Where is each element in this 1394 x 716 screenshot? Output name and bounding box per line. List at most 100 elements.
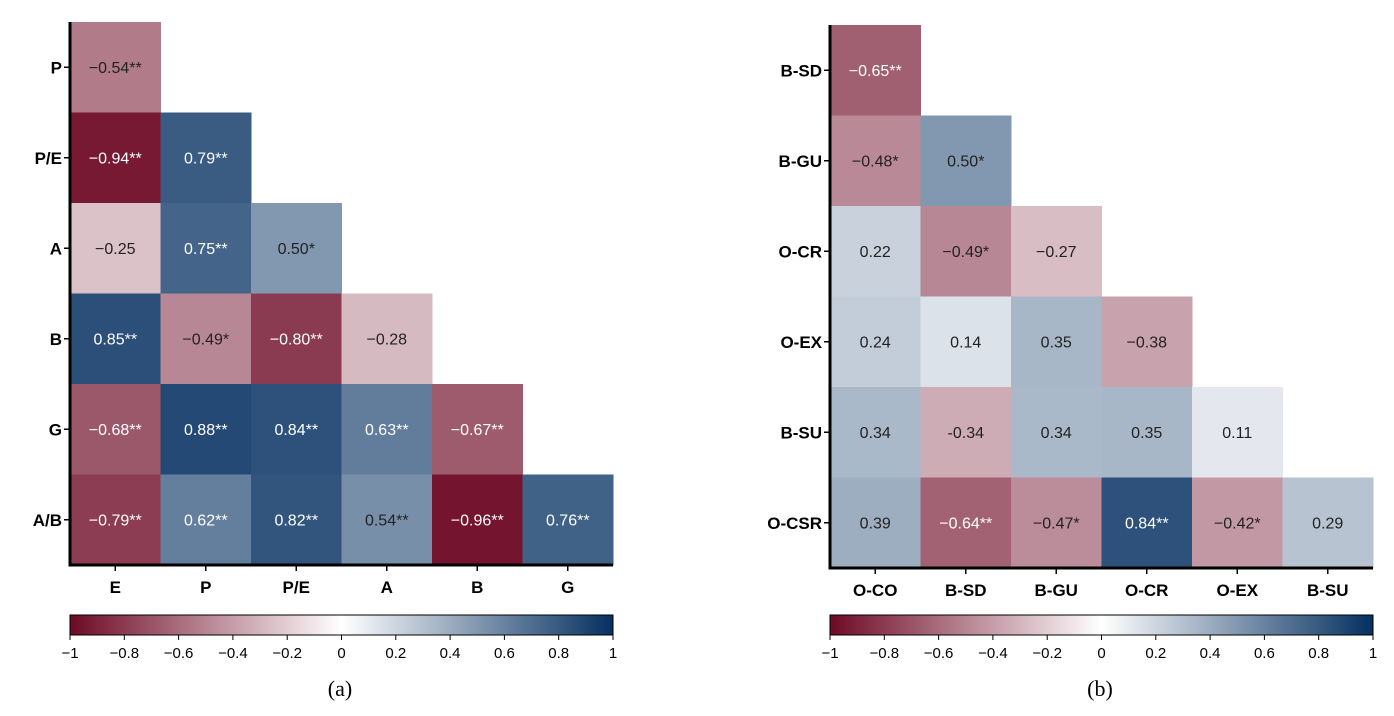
cell-value-label: −0.47* bbox=[1033, 515, 1080, 532]
x-tick-label: O-CR bbox=[1125, 581, 1168, 600]
cell-value-label: −0.64** bbox=[939, 515, 992, 532]
heatmap-cell bbox=[830, 25, 921, 116]
heatmap-cell bbox=[522, 474, 614, 566]
heatmap-cell bbox=[70, 112, 161, 204]
heatmap-cell bbox=[1192, 387, 1283, 478]
cell-value-label: −0.67** bbox=[451, 422, 504, 439]
cell-value-label: −0.42* bbox=[1214, 515, 1261, 532]
y-tick-label: G bbox=[49, 420, 62, 439]
cell-value-label: 0.11 bbox=[1222, 425, 1252, 442]
cell-value-label: −0.25 bbox=[95, 241, 136, 258]
cell-value-label: −0.94** bbox=[89, 150, 142, 167]
heatmap-cell bbox=[160, 203, 252, 294]
heatmap-cell bbox=[341, 474, 433, 566]
cell-value-label: 0.22 bbox=[860, 244, 891, 261]
panel-caption: (b) bbox=[1087, 676, 1113, 701]
heatmap-cell bbox=[1011, 206, 1102, 297]
x-tick-label: B-GU bbox=[1035, 581, 1078, 600]
heatmap-cell bbox=[160, 112, 252, 204]
colorbar-tick-label: −0.8 bbox=[109, 645, 139, 662]
cell-value-label: −0.65** bbox=[849, 63, 902, 80]
colorbar-tick-label: −0.8 bbox=[869, 645, 899, 662]
cell-value-label: 0.85** bbox=[93, 331, 137, 348]
cell-value-label: 0.82** bbox=[274, 512, 318, 529]
cell-value-label: 0.75** bbox=[184, 241, 228, 258]
x-tick-label: P bbox=[200, 578, 211, 597]
colorbar-tick-label: 0.6 bbox=[494, 645, 515, 662]
colorbar-tick-label: 0.4 bbox=[440, 645, 461, 662]
colorbar-tick-label: 0 bbox=[1097, 645, 1105, 662]
y-tick-label: B bbox=[50, 330, 62, 349]
colorbar-tick-label: −1 bbox=[61, 645, 78, 662]
heatmap-cell bbox=[920, 206, 1012, 297]
heatmap-cell bbox=[251, 293, 342, 385]
cell-value-label: 0.35 bbox=[1131, 425, 1162, 442]
heatmap-cell bbox=[432, 474, 523, 566]
heatmap-cell bbox=[920, 296, 1012, 388]
cell-value-label: −0.96** bbox=[451, 512, 504, 529]
colorbar-tick-label: −0.2 bbox=[1032, 645, 1062, 662]
heatmap-cell bbox=[920, 387, 1012, 478]
y-tick-label: A/B bbox=[33, 511, 62, 530]
heatmap-cell bbox=[1192, 477, 1283, 569]
heatmap-panel-b: −0.65** −0.48* 0.50* 0.22 −0.49* −0.27 0.24 0.1… bbox=[767, 25, 1377, 701]
cell-value-label: −0.80** bbox=[270, 331, 323, 348]
cell-value-label: −0.28 bbox=[367, 331, 408, 348]
x-tick-label: B-SD bbox=[945, 581, 987, 600]
cell-value-label: −0.68** bbox=[89, 422, 142, 439]
cell-value-label: 0.34 bbox=[1041, 425, 1072, 442]
y-tick-label: B-SU bbox=[780, 423, 822, 442]
heatmap-cell bbox=[1101, 477, 1193, 569]
cell-value-label: 0.84** bbox=[274, 422, 318, 439]
cell-value-label: 0.39 bbox=[860, 515, 891, 532]
cell-value-label: 0.24 bbox=[860, 334, 891, 351]
colorbar-tick-label: 0.6 bbox=[1254, 645, 1275, 662]
cell-value-label: 0.50* bbox=[947, 153, 984, 170]
cell-value-label: 0.54** bbox=[365, 512, 409, 529]
cell-value-label: 0.50* bbox=[278, 241, 315, 258]
colorbar-tick-label: 0 bbox=[337, 645, 345, 662]
heatmap-cell bbox=[251, 384, 342, 475]
cell-value-label: 0.29 bbox=[1312, 515, 1343, 532]
colorbar-tick-label: 1 bbox=[609, 645, 617, 662]
cell-value-label: 0.34 bbox=[860, 425, 891, 442]
heatmap-cell bbox=[830, 477, 921, 569]
colorbar-tick-label: −0.4 bbox=[978, 645, 1008, 662]
heatmap-cell bbox=[70, 474, 161, 566]
y-tick-label: P/E bbox=[35, 149, 62, 168]
heatmap-cell bbox=[70, 384, 161, 475]
y-tick-label: A bbox=[50, 239, 62, 258]
colorbar-tick-label: 0.4 bbox=[1200, 645, 1221, 662]
cell-value-label: −0.54** bbox=[89, 60, 142, 77]
heatmap-cell bbox=[70, 293, 161, 385]
cell-value-label: −0.48* bbox=[852, 153, 899, 170]
heatmap-cell bbox=[830, 296, 921, 388]
cell-value-label: −0.79** bbox=[89, 512, 142, 529]
heatmap-cell bbox=[251, 203, 342, 294]
heatmap-cell bbox=[830, 206, 921, 297]
cell-value-label: −0.49* bbox=[182, 331, 229, 348]
colorbar-tick-label: 0.2 bbox=[1145, 645, 1166, 662]
colorbar-tick-label: −0.6 bbox=[924, 645, 954, 662]
cell-value-label: 0.35 bbox=[1041, 334, 1072, 351]
heatmap-cell bbox=[160, 474, 252, 566]
heatmap-cell bbox=[160, 384, 252, 475]
x-tick-label: O-CO bbox=[853, 581, 897, 600]
heatmap-cell bbox=[830, 115, 921, 207]
y-tick-label: B-SD bbox=[780, 61, 822, 80]
colorbar-tick-label: 1 bbox=[1369, 645, 1377, 662]
colorbar bbox=[829, 614, 1374, 636]
heatmap-cell bbox=[1101, 387, 1193, 478]
cell-value-label: −0.38 bbox=[1127, 334, 1168, 351]
heatmap-cell bbox=[70, 22, 161, 113]
cell-value-label: -0.34 bbox=[948, 425, 985, 442]
y-tick-label: P bbox=[51, 58, 62, 77]
x-tick-label: B-SU bbox=[1307, 581, 1349, 600]
heatmap-cell bbox=[1011, 387, 1102, 478]
heatmap-cell bbox=[341, 384, 433, 475]
cell-value-label: 0.88** bbox=[184, 422, 228, 439]
heatmap-cell bbox=[920, 115, 1012, 207]
colorbar-tick-label: −0.2 bbox=[272, 645, 302, 662]
heatmap-cell bbox=[1011, 477, 1102, 569]
